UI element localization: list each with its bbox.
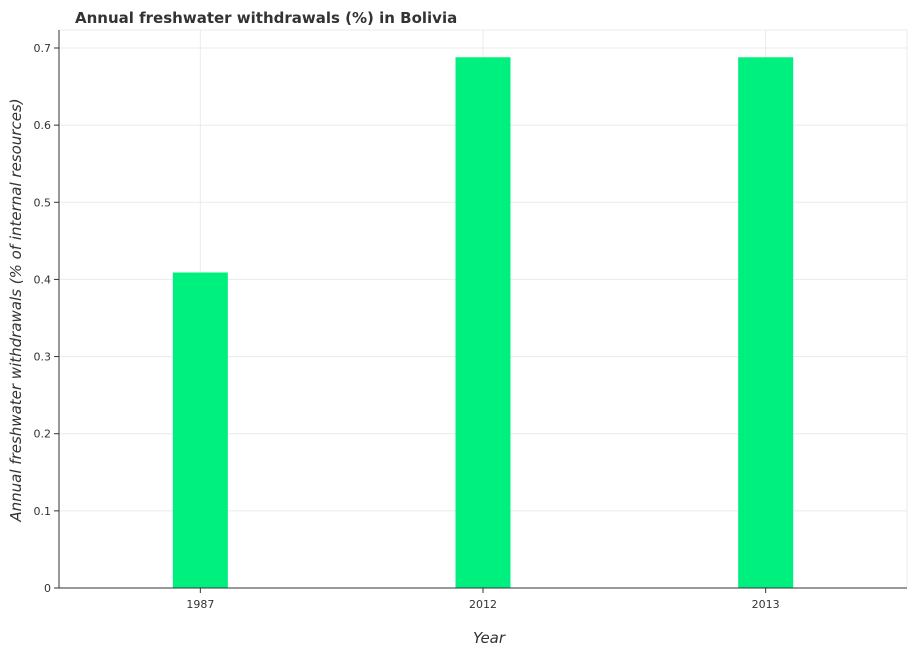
y-tick-label: 0.7 [34,42,52,55]
chart-title: Annual freshwater withdrawals (%) in Bol… [75,9,457,27]
x-tick-label: 1987 [186,598,214,611]
y-tick-label: 0 [44,582,51,595]
bar-1987 [172,272,228,588]
y-tick-label: 0.3 [34,351,52,364]
y-axis-label: Annual freshwater withdrawals (% of inte… [7,98,25,522]
bars [172,57,794,588]
y-ticks: 0 0.1 0.2 0.3 0.4 0.5 0.6 0.7 [34,42,59,595]
y-tick-label: 0.2 [34,428,52,441]
y-tick-label: 0.1 [34,505,52,518]
x-tick-label: 2013 [752,598,780,611]
bar-2013 [738,57,794,588]
bar-2012 [455,57,511,588]
x-tick-label: 2012 [469,598,497,611]
y-tick-label: 0.6 [34,119,52,132]
y-tick-label: 0.5 [34,196,52,209]
x-ticks: 1987 2012 2013 [186,588,780,611]
y-tick-label: 0.4 [34,273,52,286]
x-axis-label: Year [473,629,506,647]
